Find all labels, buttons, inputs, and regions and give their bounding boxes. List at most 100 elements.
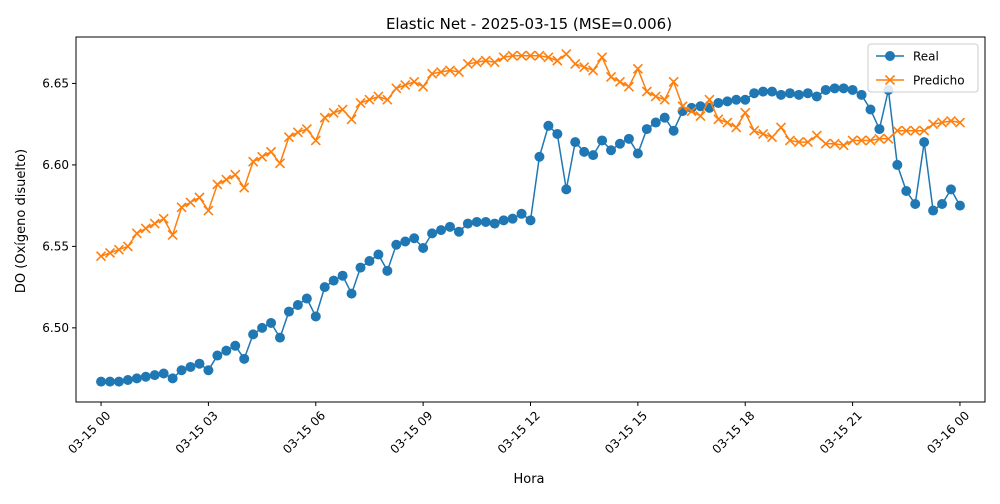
data-point: [713, 97, 724, 108]
data-point: [364, 94, 375, 105]
data-point: [310, 311, 321, 322]
data-point: [418, 243, 429, 254]
data-point: [945, 115, 957, 126]
data-point: [176, 202, 187, 213]
data-point: [695, 110, 706, 122]
data-point: [212, 350, 223, 361]
data-point: [695, 101, 706, 112]
data-point: [292, 127, 303, 138]
data-point: [409, 76, 420, 87]
data-point: [659, 94, 670, 105]
chart-title: Elastic Net - 2025-03-15 (MSE=0.006): [386, 15, 672, 33]
data-point: [722, 96, 733, 107]
data-point: [221, 345, 232, 356]
data-point: [856, 89, 867, 100]
data-point: [552, 128, 563, 139]
data-point: [928, 119, 939, 130]
data-point: [435, 66, 447, 78]
data-point: [793, 89, 804, 100]
data-point: [391, 83, 402, 94]
data-point: [722, 117, 733, 128]
data-point: [265, 146, 277, 157]
data-point: [113, 244, 125, 255]
data-point: [570, 58, 581, 69]
data-point: [167, 229, 178, 241]
data-point: [946, 184, 957, 195]
data-point: [310, 135, 321, 146]
y-axis-label: DO (Oxígeno disuelto): [14, 149, 29, 293]
data-point: [194, 192, 205, 203]
x-tick-label: 03-15 03: [173, 408, 221, 456]
data-point: [775, 122, 787, 133]
data-point: [122, 241, 133, 252]
data-point: [239, 182, 250, 193]
data-point: [668, 76, 679, 87]
data-point: [811, 91, 822, 102]
x-tick-label: 03-16 00: [924, 408, 972, 456]
axes: 03-15 00 03-15 03 03-15 06 03-15 09 03-15 12…: [42, 36, 986, 456]
data-point: [203, 205, 214, 216]
data-point: [614, 138, 625, 149]
data-point: [919, 137, 930, 148]
data-point: [838, 140, 849, 151]
data-point: [793, 137, 804, 148]
data-point: [96, 376, 107, 387]
data-point: [776, 89, 787, 100]
data-point: [176, 365, 187, 376]
data-point: [346, 288, 357, 299]
data-point: [301, 293, 312, 304]
data-point: [158, 368, 169, 379]
data-point: [248, 156, 259, 167]
data-point: [597, 135, 608, 146]
data-point: [784, 135, 796, 146]
data-point: [489, 218, 500, 229]
legend-entry-real: Real: [876, 50, 939, 64]
data-point: [471, 216, 482, 227]
data-point: [274, 158, 286, 169]
legend-marker: [884, 74, 896, 86]
data-point: [731, 122, 742, 133]
data-point: [686, 106, 697, 117]
data-point: [588, 65, 599, 76]
data-point: [811, 130, 822, 141]
data-point: [149, 370, 160, 381]
x-tick-label: 03-15 12: [495, 408, 543, 456]
data-point: [623, 81, 634, 92]
y-tick-label: 6.65: [42, 76, 69, 90]
data-point: [507, 213, 518, 224]
data-point: [248, 329, 259, 340]
data-point: [543, 52, 554, 63]
data-point: [498, 52, 509, 63]
data-point: [167, 373, 178, 384]
data-point: [758, 128, 769, 140]
data-point: [937, 199, 948, 210]
data-point: [418, 81, 429, 92]
series-layer: [95, 49, 966, 387]
data-point: [874, 133, 885, 144]
data-point: [892, 125, 903, 136]
data-point: [677, 101, 688, 112]
data-point: [659, 112, 670, 123]
data-point: [400, 80, 411, 91]
data-point: [829, 138, 840, 149]
data-point: [104, 376, 115, 387]
data-point: [910, 125, 921, 136]
data-point: [257, 322, 268, 333]
data-point: [337, 270, 348, 281]
data-point: [954, 117, 966, 128]
data-point: [838, 83, 849, 94]
data-point: [319, 112, 330, 123]
x-tick-label: 03-15 09: [387, 408, 435, 456]
data-point: [525, 215, 536, 226]
data-point: [919, 125, 930, 136]
data-point: [534, 50, 545, 61]
data-point: [203, 365, 214, 376]
data-point: [301, 123, 312, 135]
data-point: [865, 104, 876, 115]
data-point: [221, 174, 232, 185]
data-point: [847, 84, 858, 95]
data-point: [928, 205, 939, 216]
series-predicho: [95, 49, 966, 262]
data-point: [623, 133, 634, 144]
